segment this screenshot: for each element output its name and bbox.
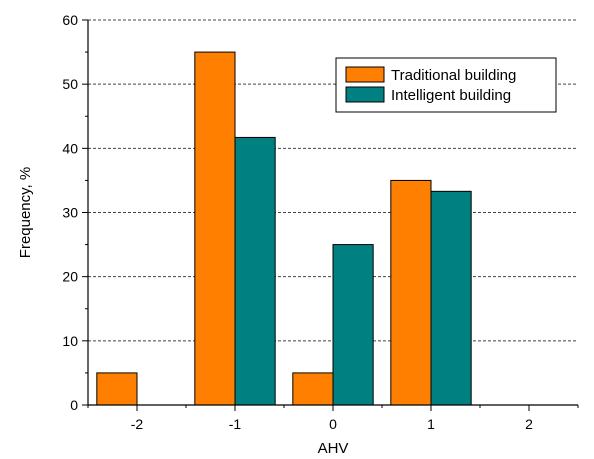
- bar-intelligent--1: [235, 137, 275, 405]
- legend-swatch: [346, 67, 384, 82]
- x-tick-label: 1: [427, 416, 435, 432]
- bar-traditional-0: [293, 373, 333, 405]
- y-tick-label: 60: [62, 12, 78, 28]
- y-tick-label: 40: [62, 140, 78, 156]
- y-axis-title: Frequency, %: [17, 167, 34, 258]
- legend-swatch: [346, 87, 384, 102]
- bar-traditional--1: [195, 52, 235, 405]
- bar-traditional-1: [391, 180, 431, 405]
- x-tick-label: 0: [329, 416, 337, 432]
- x-tick-label: -2: [131, 416, 144, 432]
- y-tick-label: 20: [62, 269, 78, 285]
- legend-label: Traditional building: [391, 67, 516, 84]
- legend-label: Intelligent building: [391, 87, 511, 104]
- x-tick-label: 2: [525, 416, 533, 432]
- y-tick-label: 10: [62, 333, 78, 349]
- x-axis-title: AHV: [318, 440, 349, 457]
- y-tick-label: 50: [62, 76, 78, 92]
- y-tick-label: 30: [62, 205, 78, 221]
- bar-traditional--2: [97, 373, 137, 405]
- x-tick-label: -1: [229, 416, 242, 432]
- bar-intelligent-1: [431, 191, 471, 405]
- bar-intelligent-0: [333, 245, 373, 405]
- legend: Traditional building Intelligent building: [336, 58, 556, 112]
- y-tick-label: 0: [70, 397, 78, 413]
